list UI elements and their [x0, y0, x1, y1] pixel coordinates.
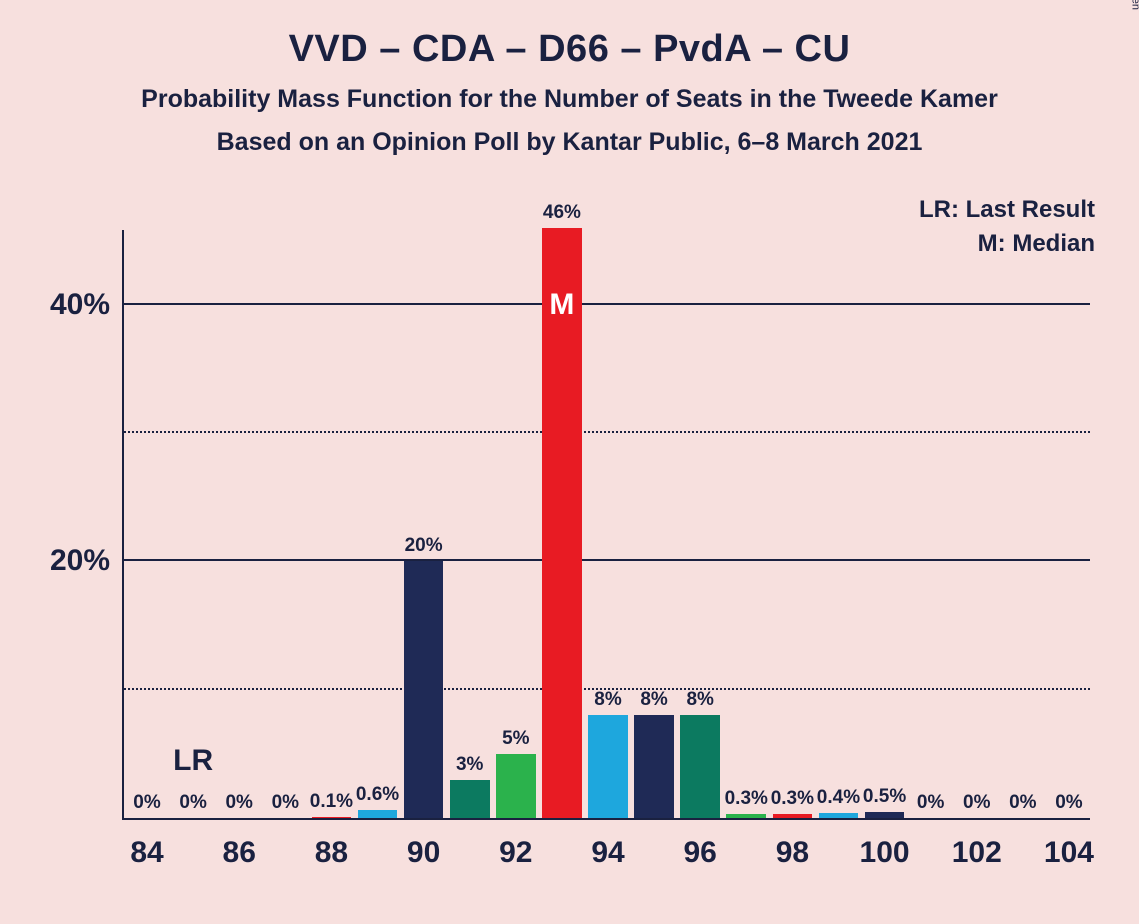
bar-value-label: 0%	[272, 792, 299, 814]
x-tick-label: 90	[407, 836, 440, 870]
bar-value-label: 0%	[133, 792, 160, 814]
median-marker: M	[549, 288, 574, 322]
bar: 8%	[588, 715, 628, 818]
bar: 8%	[680, 715, 720, 818]
bar-value-label: 5%	[502, 728, 529, 750]
chart-title: VVD – CDA – D66 – PvdA – CU	[0, 0, 1139, 71]
bar: 20%	[404, 561, 444, 818]
gridline-minor	[124, 431, 1090, 433]
bar-value-label: 0%	[1055, 792, 1082, 814]
chart-subtitle-2: Based on an Opinion Poll by Kantar Publi…	[0, 128, 1139, 157]
bar: 0.3%	[773, 814, 813, 818]
bar: 0.1%	[312, 817, 352, 818]
bar-value-label: 0%	[963, 792, 990, 814]
bar-chart: 20%40%84868890929496981001021040%0%0%0%0…	[122, 230, 1090, 820]
bar-value-label: 0.3%	[771, 788, 814, 810]
y-tick-label: 40%	[50, 288, 110, 322]
bar-value-label: 8%	[686, 689, 713, 711]
x-tick-label: 86	[223, 836, 256, 870]
x-tick-label: 104	[1044, 836, 1094, 870]
bar-value-label: 8%	[594, 689, 621, 711]
x-tick-label: 102	[952, 836, 1002, 870]
bar-value-label: 0%	[179, 792, 206, 814]
bar: 46%M	[542, 228, 582, 818]
bar-value-label: 0%	[1009, 792, 1036, 814]
bar-value-label: 0.1%	[310, 791, 353, 813]
bar-value-label: 3%	[456, 754, 483, 776]
bar-value-label: 0%	[917, 792, 944, 814]
x-tick-label: 98	[776, 836, 809, 870]
bar-value-label: 0.5%	[863, 786, 906, 808]
y-tick-label: 20%	[50, 544, 110, 578]
x-tick-label: 88	[315, 836, 348, 870]
legend-lr: LR: Last Result	[919, 196, 1095, 224]
bar: 0.6%	[358, 810, 398, 818]
bar: 0.3%	[726, 814, 766, 818]
gridline-major	[124, 559, 1090, 561]
bar-value-label: 8%	[640, 689, 667, 711]
bar-value-label: 0%	[225, 792, 252, 814]
bar-value-label: 0.3%	[725, 788, 768, 810]
x-tick-label: 92	[499, 836, 532, 870]
bar: 3%	[450, 780, 490, 818]
bar: 5%	[496, 754, 536, 818]
bar: 0.5%	[865, 812, 905, 818]
x-tick-label: 94	[591, 836, 624, 870]
plot-area: 20%40%84868890929496981001021040%0%0%0%0…	[122, 230, 1090, 820]
bar: 0.4%	[819, 813, 859, 818]
bar: 8%	[634, 715, 674, 818]
gridline-major	[124, 303, 1090, 305]
chart-subtitle-1: Probability Mass Function for the Number…	[0, 85, 1139, 114]
x-tick-label: 84	[130, 836, 163, 870]
copyright-text: © 2021 Filip van Laenen	[1129, 0, 1139, 10]
bar-value-label: 0.6%	[356, 784, 399, 806]
x-tick-label: 100	[860, 836, 910, 870]
bar-value-label: 0.4%	[817, 787, 860, 809]
bar-value-label: 46%	[543, 202, 581, 224]
x-tick-label: 96	[684, 836, 717, 870]
last-result-marker: LR	[173, 744, 213, 778]
bar-value-label: 20%	[405, 535, 443, 557]
